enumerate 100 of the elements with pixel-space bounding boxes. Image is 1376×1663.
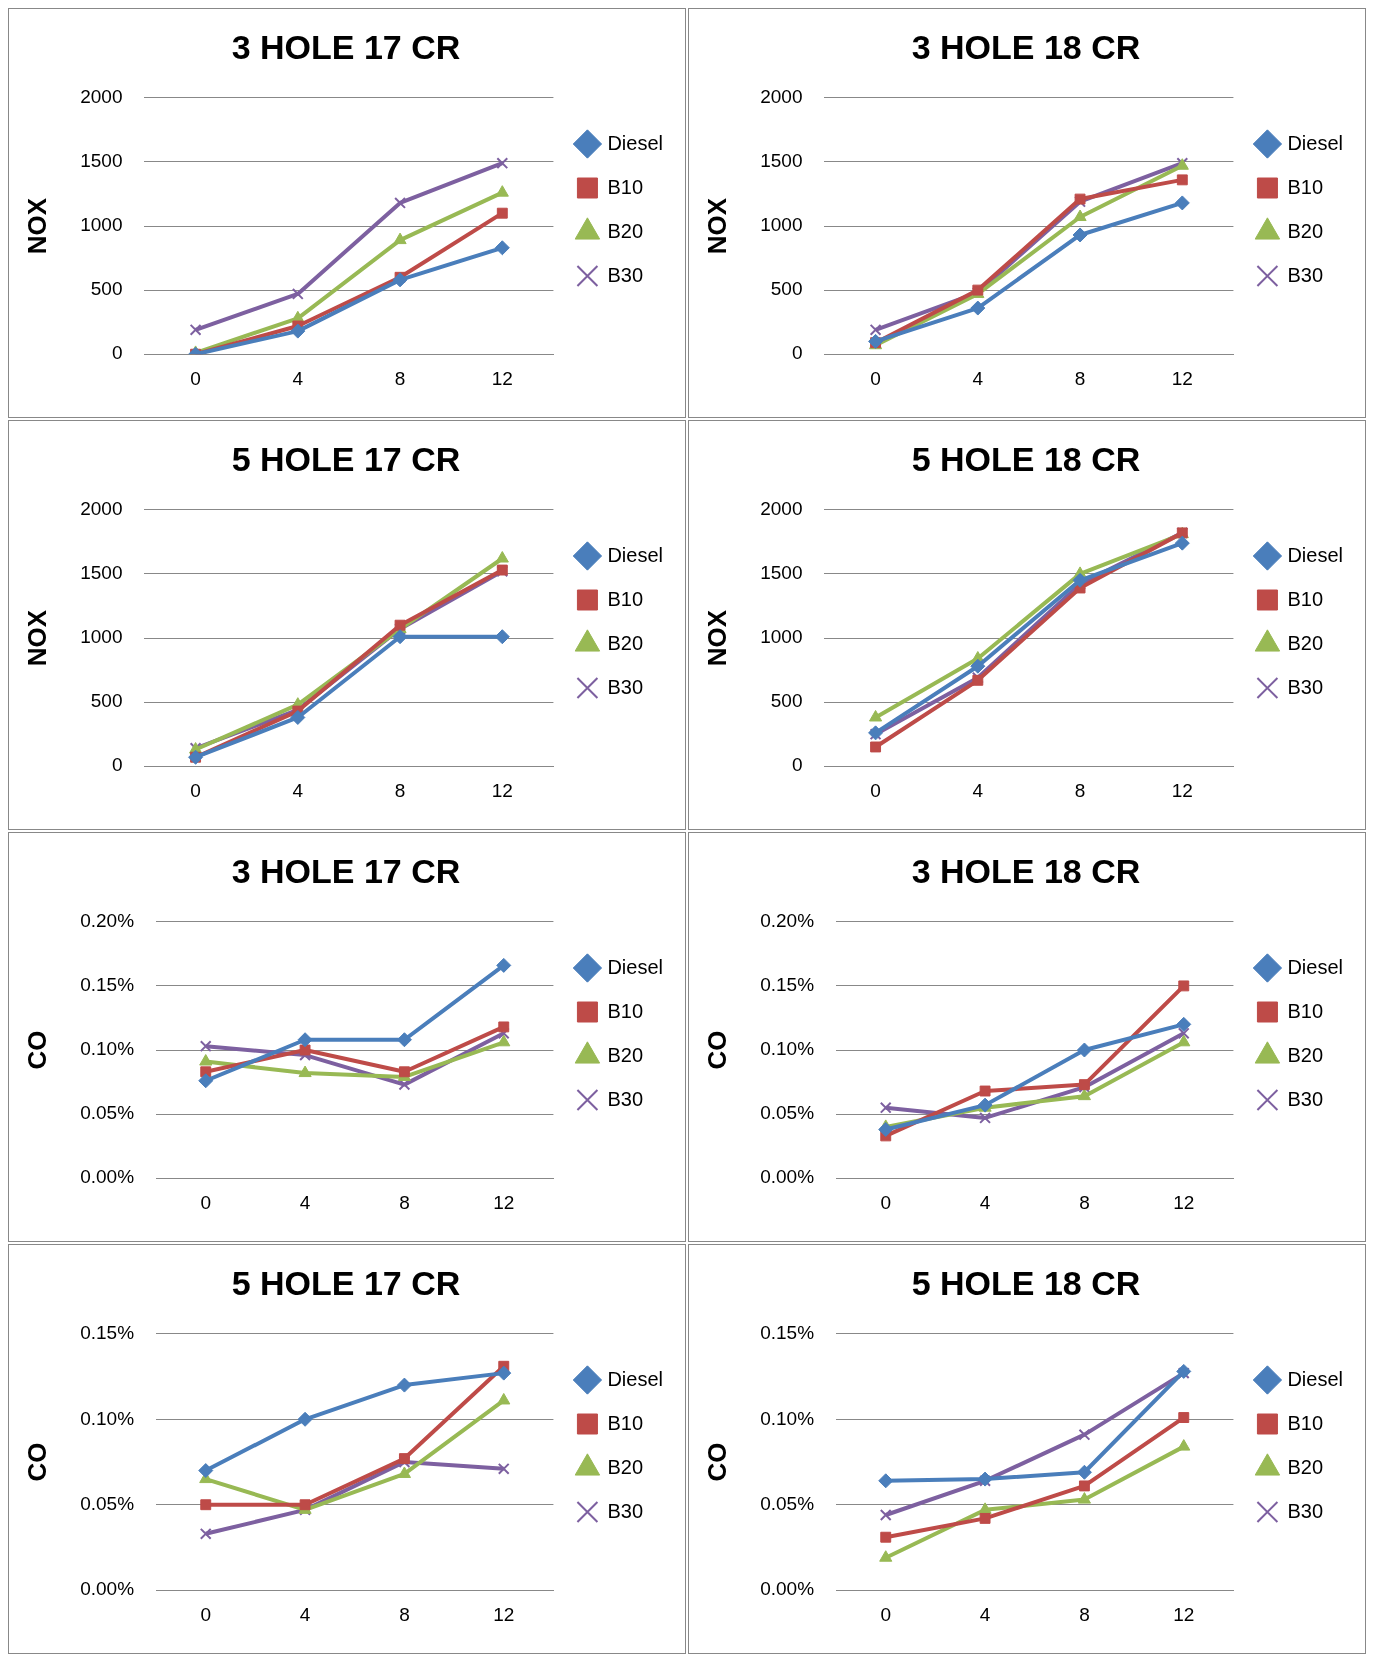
y-tick-label: 0.10%: [80, 1038, 135, 1060]
y-axis-title: NOX: [701, 197, 732, 255]
y-tick-label: 0.05%: [760, 1102, 815, 1124]
y-tick-label: 0: [791, 754, 803, 776]
x-tick-label: 4: [979, 1603, 991, 1625]
x-tick-label: 0: [870, 367, 881, 389]
y-axis-title: CO: [21, 1442, 52, 1482]
legend-label: Diesel: [607, 1367, 663, 1390]
y-tick-label: 0.15%: [760, 974, 815, 996]
y-tick-label: 500: [770, 278, 803, 300]
x-tick-label: 12: [1173, 1603, 1195, 1625]
x-tick-label: 0: [200, 1603, 212, 1625]
x-tick-label: 4: [979, 1191, 991, 1213]
legend-label: B20: [607, 219, 644, 242]
x-tick-label: 12: [493, 1191, 515, 1213]
chart-title: 3 HOLE 17 CR: [231, 27, 461, 66]
legend-label: Diesel: [1287, 131, 1343, 154]
x-tick-label: 8: [1079, 1191, 1090, 1213]
legend-label: Diesel: [607, 131, 663, 154]
y-tick-label: 500: [770, 690, 803, 712]
y-tick-label: 1000: [760, 214, 803, 236]
x-tick-label: 0: [880, 1603, 892, 1625]
legend-label: B10: [1287, 587, 1324, 610]
chart-title: 5 HOLE 17 CR: [231, 1263, 461, 1302]
y-tick-label: 500: [90, 278, 123, 300]
y-tick-label: 0.15%: [760, 1322, 815, 1344]
legend-label: Diesel: [1287, 1367, 1343, 1390]
y-tick-label: 0.10%: [760, 1038, 815, 1060]
y-tick-label: 0.10%: [80, 1407, 135, 1429]
legend-label: B20: [607, 631, 644, 654]
x-tick-label: 4: [299, 1603, 311, 1625]
x-tick-label: 4: [292, 779, 304, 801]
chart-title: 5 HOLE 18 CR: [911, 1263, 1141, 1302]
x-tick-label: 4: [972, 367, 984, 389]
x-tick-label: 12: [1171, 779, 1193, 801]
chart-title: 5 HOLE 18 CR: [911, 439, 1141, 478]
y-tick-label: 0.00%: [80, 1166, 135, 1188]
x-tick-label: 4: [299, 1191, 311, 1213]
x-tick-label: 12: [493, 1603, 515, 1625]
x-tick-label: 12: [491, 779, 513, 801]
x-tick-label: 12: [1171, 367, 1193, 389]
legend-label: B30: [607, 1087, 644, 1110]
legend-label: B30: [607, 263, 644, 286]
x-tick-label: 4: [292, 367, 304, 389]
y-tick-label: 1500: [80, 562, 123, 584]
x-tick-label: 8: [1074, 367, 1086, 389]
legend-label: B10: [1287, 175, 1324, 198]
legend-label: B10: [607, 999, 644, 1022]
legend-label: Diesel: [1287, 543, 1343, 566]
y-axis-title: NOX: [21, 609, 52, 667]
y-tick-label: 0.05%: [80, 1102, 135, 1124]
x-tick-label: 4: [972, 779, 984, 801]
y-tick-label: 0: [791, 342, 803, 364]
y-axis-title: CO: [21, 1030, 52, 1070]
y-tick-label: 0.20%: [80, 910, 135, 932]
chart-title: 3 HOLE 18 CR: [911, 851, 1141, 890]
legend-label: B10: [607, 175, 644, 198]
y-tick-label: 0.00%: [760, 1578, 815, 1600]
y-tick-label: 1500: [760, 150, 803, 172]
legend-label: B10: [1287, 999, 1324, 1022]
legend-label: Diesel: [607, 543, 663, 566]
legend-label: B20: [607, 1043, 644, 1066]
legend-label: Diesel: [1287, 955, 1343, 978]
legend-label: B20: [1287, 631, 1324, 654]
y-tick-label: 0.15%: [80, 974, 135, 996]
y-tick-label: 1000: [80, 214, 123, 236]
y-tick-label: 0: [111, 342, 123, 364]
y-tick-label: 2000: [760, 498, 803, 520]
y-tick-label: 0.05%: [80, 1492, 135, 1514]
chart-title: 3 HOLE 17 CR: [231, 851, 461, 890]
x-tick-label: 0: [870, 779, 881, 801]
chart-title: 5 HOLE 17 CR: [231, 439, 461, 478]
y-axis-title: CO: [701, 1030, 732, 1070]
x-tick-label: 8: [399, 1191, 410, 1213]
x-tick-label: 8: [394, 367, 406, 389]
legend-label: B20: [1287, 1455, 1324, 1478]
x-tick-label: 0: [190, 779, 201, 801]
y-tick-label: 2000: [80, 498, 123, 520]
legend-label: B30: [607, 1499, 644, 1522]
legend-label: B30: [1287, 675, 1324, 698]
y-tick-label: 0: [111, 754, 123, 776]
y-tick-label: 1500: [760, 562, 803, 584]
x-tick-label: 12: [491, 367, 513, 389]
y-tick-label: 500: [90, 690, 123, 712]
y-tick-label: 1000: [80, 626, 123, 648]
y-tick-label: 0.05%: [760, 1492, 815, 1514]
x-tick-label: 8: [399, 1603, 410, 1625]
y-tick-label: 0.20%: [760, 910, 815, 932]
chart-title: 3 HOLE 18 CR: [911, 27, 1141, 66]
legend-label: B20: [1287, 219, 1324, 242]
y-tick-label: 0.15%: [80, 1322, 135, 1344]
y-tick-label: 0.10%: [760, 1407, 815, 1429]
legend-label: B30: [1287, 1499, 1324, 1522]
y-tick-label: 1500: [80, 150, 123, 172]
y-axis-title: NOX: [701, 609, 732, 667]
y-tick-label: 2000: [760, 86, 803, 108]
legend-label: B30: [607, 675, 644, 698]
legend-label: B30: [1287, 263, 1324, 286]
legend-label: B10: [607, 587, 644, 610]
y-tick-label: 0.00%: [760, 1166, 815, 1188]
